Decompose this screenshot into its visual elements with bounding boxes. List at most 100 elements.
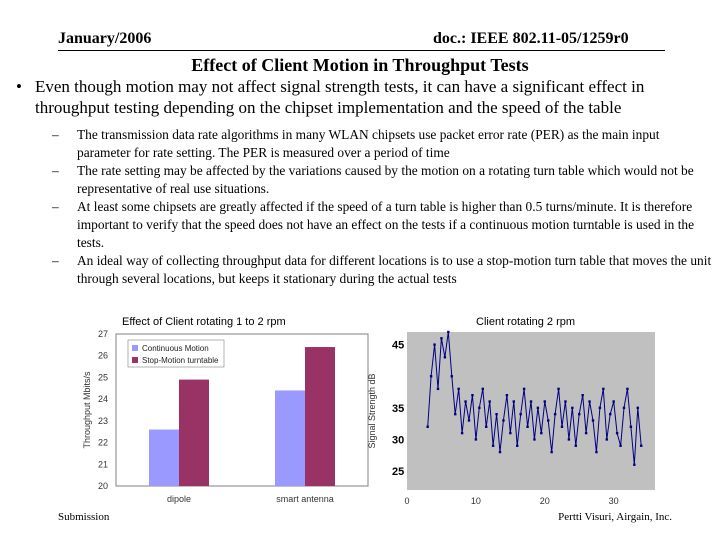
bar-chart: 27 26 25 24 23 22 21 20 dipole smart antenna Throu… <box>82 329 369 504</box>
y-axis-label: Throughput Mbits/s <box>82 371 92 449</box>
data-point <box>640 444 643 447</box>
data-point <box>609 412 612 416</box>
data-point <box>560 425 564 428</box>
header-doc-number: doc.: IEEE 802.11-05/1259r0 <box>433 30 629 47</box>
bar <box>305 347 335 486</box>
data-point <box>502 419 505 422</box>
dash-marker: – <box>52 163 59 178</box>
data-point <box>553 412 557 416</box>
data-point <box>519 412 522 416</box>
bar <box>275 390 305 486</box>
sub-bullet: – An ideal way of collecting throughput d… <box>52 252 712 288</box>
data-point <box>498 450 502 454</box>
data-point <box>622 406 626 410</box>
data-point <box>509 431 512 435</box>
data-point <box>481 387 484 391</box>
data-point <box>591 419 595 422</box>
data-point <box>526 425 529 428</box>
sub-bullet: – The rate setting may be affected by the… <box>52 162 712 198</box>
dash-marker: – <box>52 253 59 268</box>
legend-box <box>127 339 225 368</box>
sub-bullet-list: – The transmission data rate algorithms i… <box>52 126 712 288</box>
sub-bullet: – At least some chipsets are greatly affe… <box>52 198 712 252</box>
data-point <box>540 431 543 435</box>
data-point <box>433 343 436 346</box>
plot-area <box>407 332 655 490</box>
data-point <box>478 406 481 410</box>
data-point <box>584 431 588 435</box>
data-point <box>633 463 636 466</box>
data-point <box>464 400 467 403</box>
data-point <box>564 400 567 403</box>
data-point <box>567 438 571 441</box>
data-point <box>605 438 608 441</box>
sub-bullet-text: An ideal way of collecting throughput da… <box>77 253 712 286</box>
data-point <box>598 406 602 410</box>
sub-bullet-text: At least some chipsets are greatly affec… <box>77 199 695 250</box>
sub-bullet-text: The transmission data rate algorithms in… <box>77 127 660 160</box>
data-point <box>533 438 536 441</box>
data-point <box>543 400 546 403</box>
bar <box>149 429 179 486</box>
data-point <box>447 330 450 334</box>
y-tick-label: 26 <box>98 351 108 361</box>
y-tick-label: 35 <box>392 403 404 415</box>
legend-swatch <box>132 345 138 351</box>
legend-label: Continuous Motion <box>142 344 209 353</box>
sub-bullet-text: The rate setting may be affected by the … <box>77 163 694 196</box>
data-point <box>615 431 619 435</box>
slide-title: Effect of Client Motion in Throughput Te… <box>191 55 529 75</box>
dash-marker: – <box>52 127 59 142</box>
bar <box>179 379 209 486</box>
legend-label: Stop-Motion turntable <box>142 356 219 365</box>
line-chart-title: Client rotating 2 rpm <box>476 316 576 328</box>
y-tick-label: 27 <box>98 329 108 339</box>
data-point <box>529 400 533 403</box>
data-point <box>626 387 629 391</box>
x-tick-label: 20 <box>540 496 550 506</box>
y-tick-label: 22 <box>98 438 108 448</box>
data-point <box>522 387 526 391</box>
data-point <box>581 394 584 397</box>
legend-swatch <box>132 357 138 363</box>
x-tick-label: 30 <box>609 496 619 506</box>
y-tick-label: 30 <box>392 434 404 446</box>
data-point <box>536 406 540 410</box>
data-point <box>547 419 550 422</box>
data-point <box>595 450 598 454</box>
data-point <box>485 425 488 428</box>
data-point <box>454 412 457 416</box>
data-point <box>471 394 474 397</box>
data-point <box>488 400 491 403</box>
x-tick-label: 0 <box>404 496 409 506</box>
x-tick-label: dipole <box>167 494 191 504</box>
sub-bullet: – The transmission data rate algorithms i… <box>52 126 712 162</box>
header-rule <box>58 50 665 51</box>
data-point <box>474 438 478 441</box>
dash-marker: – <box>52 199 59 214</box>
bullet-dot: • <box>16 77 22 96</box>
data-point <box>602 387 605 391</box>
line-chart: 45 35 30 25 0 10 20 30 Signal Strength dB <box>367 330 655 506</box>
data-point <box>588 400 591 403</box>
main-bullet-text: Even though motion may not affect signal… <box>35 77 645 117</box>
data-point <box>612 400 615 403</box>
data-point <box>450 375 453 378</box>
data-point <box>467 419 471 422</box>
data-point <box>443 356 447 359</box>
data-point <box>491 444 495 447</box>
data-point <box>436 387 440 391</box>
main-bullet: • Even though motion may not affect sign… <box>16 76 716 118</box>
y-tick-label: 23 <box>98 416 108 426</box>
footer-submission: Submission <box>58 511 110 523</box>
y-axis-label: Signal Strength dB <box>367 373 377 448</box>
y-tick-label: 24 <box>98 394 108 404</box>
data-point <box>629 425 633 428</box>
data-point <box>550 450 553 454</box>
data-point <box>557 387 560 391</box>
data-point <box>495 412 498 416</box>
data-point <box>440 337 443 340</box>
y-tick-label: 45 <box>392 340 404 352</box>
data-point <box>571 406 574 410</box>
y-tick-label: 21 <box>98 459 108 469</box>
